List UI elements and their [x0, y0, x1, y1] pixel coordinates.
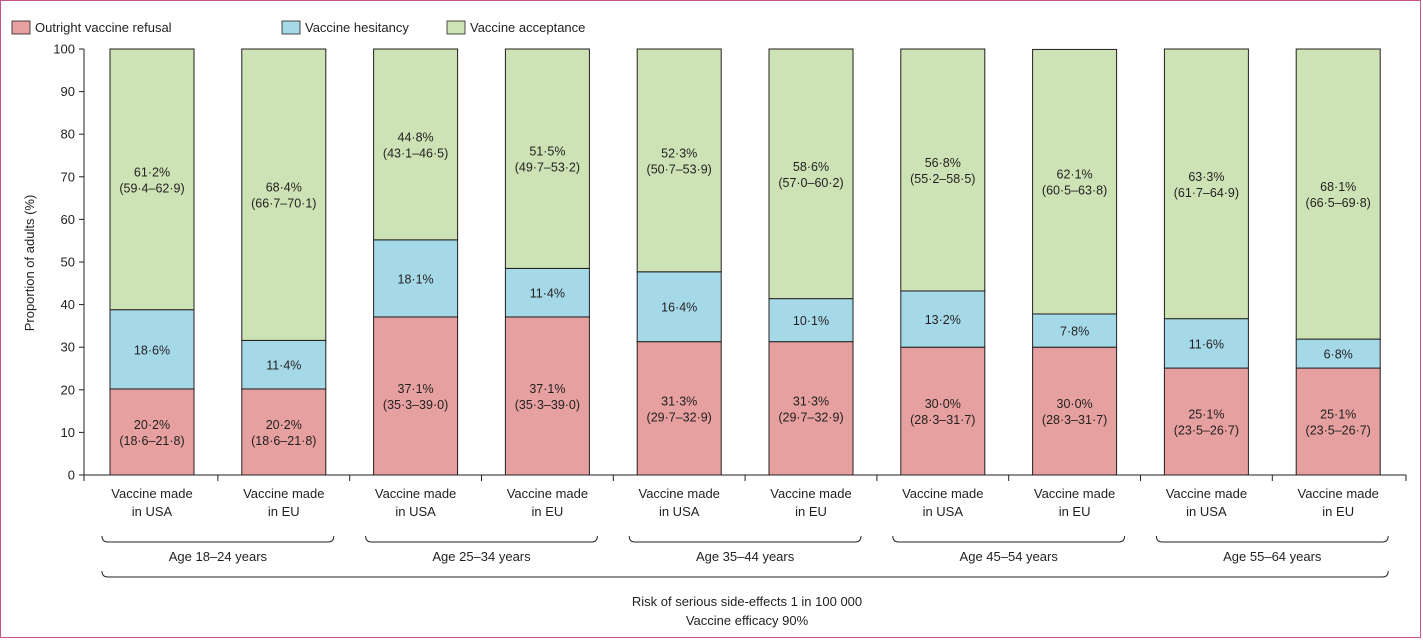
- x-tick-label-4: Vaccine made in USA: [638, 486, 719, 519]
- data-label-2-4: 52·3%: [661, 146, 697, 160]
- ci-label-2-6: (55·2–58·5): [910, 172, 975, 186]
- x-tick-label-3: Vaccine made in EU: [507, 486, 588, 519]
- group-brace-1: [366, 536, 598, 542]
- y-tick-label-50: 50: [61, 255, 75, 270]
- y-tick-label-30: 30: [61, 340, 75, 355]
- data-label-0-5: 31·3%: [793, 394, 829, 408]
- ci-label-0-0: (18·6–21·8): [119, 434, 184, 448]
- data-label-2-8: 63·3%: [1188, 170, 1224, 184]
- group-brace-3: [893, 536, 1125, 542]
- group-label-0: Age 18–24 years: [169, 549, 268, 564]
- group-label-4: Age 55–64 years: [1223, 549, 1322, 564]
- data-label-2-9: 68·1%: [1320, 180, 1356, 194]
- y-axis-label: Proportion of adults (%): [22, 195, 37, 332]
- ci-label-2-4: (50·7–53·9): [647, 162, 712, 176]
- y-tick-label-90: 90: [61, 84, 75, 99]
- ci-label-0-7: (28·3–31·7): [1042, 413, 1107, 427]
- bars: 20·2% (18·6–21·8) 18·6% 61·2% (59·4–62·9) 20·…: [110, 49, 1380, 475]
- group-label-2: Age 35–44 years: [696, 549, 795, 564]
- ci-label-0-4: (29·7–32·9): [647, 410, 712, 424]
- data-label-1-7: 7·8%: [1060, 325, 1089, 339]
- data-label-0-2: 37·1%: [398, 382, 434, 396]
- x-tick-label-9: Vaccine made in EU: [1297, 486, 1378, 519]
- ci-label-0-5: (29·7–32·9): [778, 410, 843, 424]
- group-label-1: Age 25–34 years: [432, 549, 531, 564]
- group-label-3: Age 45–54 years: [960, 549, 1059, 564]
- y-tick-label-80: 80: [61, 127, 75, 142]
- data-label-0-7: 30·0%: [1057, 397, 1093, 411]
- x-tick-label-2: Vaccine made in USA: [375, 486, 456, 519]
- y-tick-label-0: 0: [68, 468, 75, 483]
- ci-label-0-1: (18·6–21·8): [251, 434, 316, 448]
- group-brace-4: [1156, 536, 1388, 542]
- data-label-1-9: 6·8%: [1324, 348, 1353, 362]
- data-label-1-6: 13·2%: [925, 313, 961, 327]
- x-tick-label-7: Vaccine made in EU: [1034, 486, 1115, 519]
- data-label-2-2: 44·8%: [398, 130, 434, 144]
- y-axis: 0 10 20 30 40 50 60 70 80 90 100: [53, 42, 84, 483]
- ci-label-0-6: (28·3–31·7): [910, 413, 975, 427]
- footer-line-2: Vaccine efficacy 90%: [686, 613, 809, 628]
- legend: Outright vaccine refusal Vaccine hesitanc…: [12, 20, 585, 35]
- ci-label-2-0: (59·4–62·9): [119, 181, 184, 195]
- ci-label-0-2: (35·3–39·0): [383, 398, 448, 412]
- group-labels: Age 18–24 years Age 25–34 years Age 35–44 …: [102, 536, 1388, 577]
- ci-label-2-8: (61·7–64·9): [1174, 186, 1239, 200]
- ci-label-2-1: (66·7–70·1): [251, 197, 316, 211]
- y-tick-label-70: 70: [61, 169, 75, 184]
- legend-label-0: Outright vaccine refusal: [35, 20, 172, 35]
- data-label-0-3: 37·1%: [529, 382, 565, 396]
- legend-label-2: Vaccine acceptance: [470, 20, 585, 35]
- legend-swatch-0: [12, 21, 30, 34]
- data-label-2-5: 58·6%: [793, 160, 829, 174]
- data-label-0-1: 20·2%: [266, 418, 302, 432]
- data-label-1-3: 11·4%: [530, 287, 565, 301]
- ci-label-2-5: (57·0–60·2): [778, 176, 843, 190]
- data-label-0-6: 30·0%: [925, 397, 961, 411]
- y-tick-label-40: 40: [61, 297, 75, 312]
- y-tick-label-100: 100: [53, 42, 75, 57]
- x-tick-label-0: Vaccine made in USA: [111, 486, 192, 519]
- data-label-2-0: 61·2%: [134, 165, 170, 179]
- legend-swatch-1: [282, 21, 300, 34]
- y-tick-label-10: 10: [61, 425, 75, 440]
- ci-label-2-7: (60·5–63·8): [1042, 184, 1107, 198]
- footer-line-1: Risk of serious side-effects 1 in 100 00…: [632, 594, 862, 609]
- overall-brace: [102, 571, 1388, 577]
- data-label-0-8: 25·1%: [1188, 408, 1224, 422]
- y-tick-label-20: 20: [61, 382, 75, 397]
- data-label-0-9: 25·1%: [1320, 408, 1356, 422]
- ci-label-2-2: (43·1–46·5): [383, 146, 448, 160]
- legend-label-1: Vaccine hesitancy: [305, 20, 409, 35]
- x-tick-label-6: Vaccine made in USA: [902, 486, 983, 519]
- ci-label-0-3: (35·3–39·0): [515, 398, 580, 412]
- x-axis: Vaccine made in USA Vaccine made in EU Vacci…: [84, 475, 1406, 519]
- data-label-1-2: 18·1%: [398, 272, 434, 286]
- data-label-1-1: 11·4%: [266, 359, 301, 373]
- data-label-1-8: 11·6%: [1189, 337, 1224, 351]
- x-tick-label-8: Vaccine made in USA: [1166, 486, 1247, 519]
- data-label-2-7: 62·1%: [1057, 168, 1093, 182]
- ci-label-0-9: (23·5–26·7): [1306, 424, 1371, 438]
- x-tick-label-5: Vaccine made in EU: [770, 486, 851, 519]
- legend-swatch-2: [447, 21, 465, 34]
- ci-label-2-3: (49·7–53·2): [515, 161, 580, 175]
- data-label-0-0: 20·2%: [134, 418, 170, 432]
- data-label-2-1: 68·4%: [266, 181, 302, 195]
- data-label-0-4: 31·3%: [661, 394, 697, 408]
- y-tick-label-60: 60: [61, 212, 75, 227]
- data-label-2-6: 56·8%: [925, 156, 961, 170]
- data-label-2-3: 51·5%: [529, 145, 565, 159]
- data-label-1-4: 16·4%: [661, 301, 697, 315]
- ci-label-0-8: (23·5–26·7): [1174, 424, 1239, 438]
- data-label-1-0: 18·6%: [134, 343, 170, 357]
- ci-label-2-9: (66·5–69·8): [1306, 196, 1371, 210]
- x-tick-label-1: Vaccine made in EU: [243, 486, 324, 519]
- group-brace-2: [629, 536, 861, 542]
- data-label-1-5: 10·1%: [793, 314, 829, 328]
- group-brace-0: [102, 536, 334, 542]
